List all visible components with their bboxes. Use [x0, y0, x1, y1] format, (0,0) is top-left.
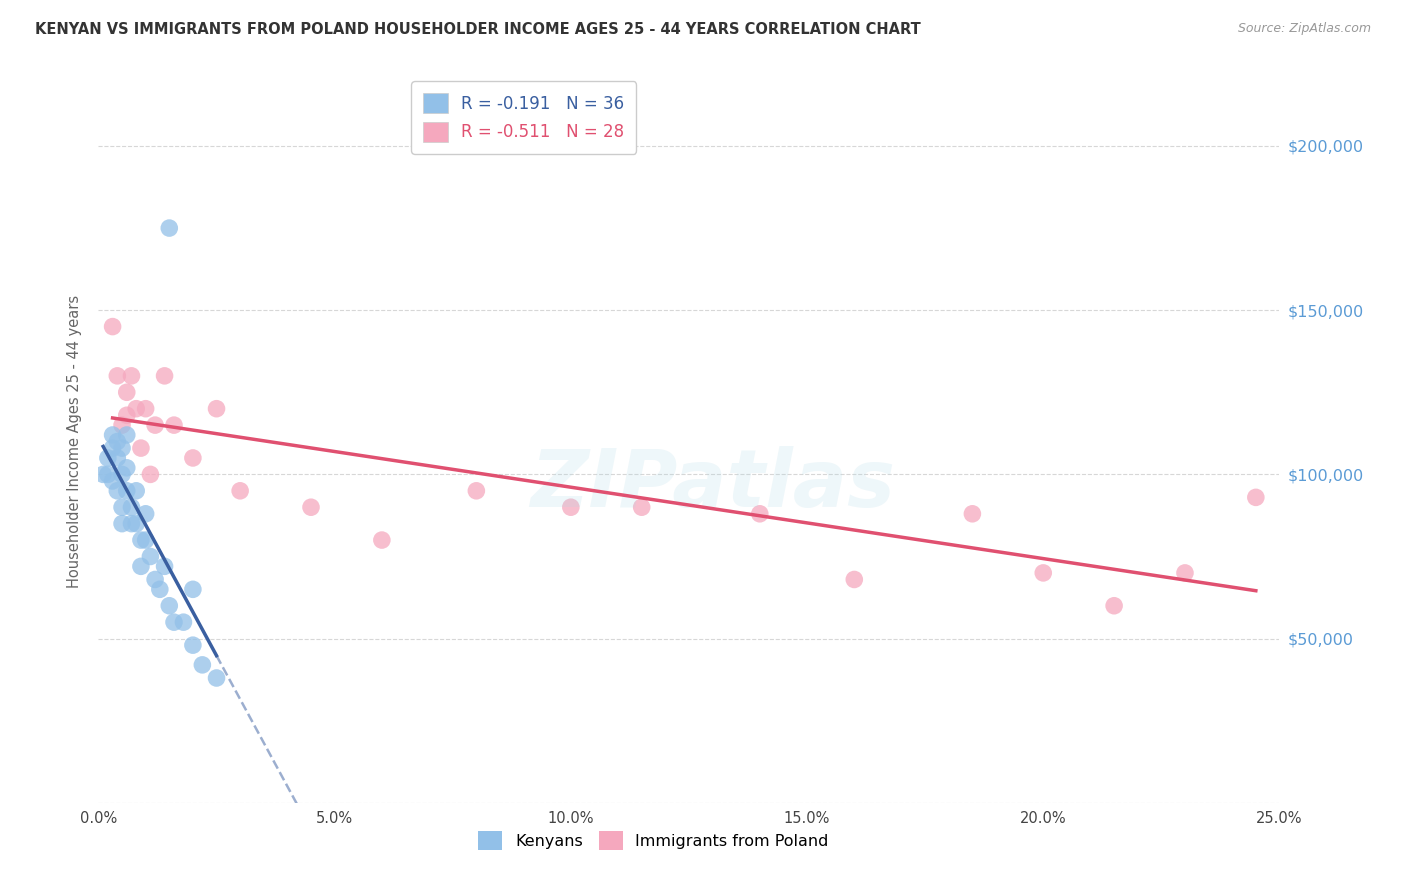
Text: ZIPatlas: ZIPatlas — [530, 446, 896, 524]
Point — [163, 418, 186, 433]
Point — [139, 549, 162, 564]
Point — [111, 441, 134, 455]
Point — [135, 533, 157, 547]
Point — [143, 418, 166, 433]
Point — [157, 599, 180, 613]
Point — [101, 428, 124, 442]
Point — [181, 638, 204, 652]
Point — [229, 483, 252, 498]
Point — [115, 385, 138, 400]
Text: Source: ZipAtlas.com: Source: ZipAtlas.com — [1237, 22, 1371, 36]
Point — [181, 450, 204, 465]
Point — [125, 401, 148, 416]
Point — [560, 500, 582, 515]
Point — [111, 516, 134, 531]
Point — [91, 467, 114, 482]
Point — [125, 483, 148, 498]
Point — [465, 483, 488, 498]
Point — [101, 474, 124, 488]
Point — [205, 671, 228, 685]
Point — [157, 221, 180, 235]
Point — [748, 507, 770, 521]
Point — [181, 582, 204, 597]
Point — [149, 582, 172, 597]
Point — [115, 483, 138, 498]
Point — [121, 516, 143, 531]
Point — [129, 533, 152, 547]
Point — [97, 467, 120, 482]
Point — [101, 441, 124, 455]
Point — [105, 483, 128, 498]
Point — [101, 319, 124, 334]
Text: KENYAN VS IMMIGRANTS FROM POLAND HOUSEHOLDER INCOME AGES 25 - 44 YEARS CORRELATI: KENYAN VS IMMIGRANTS FROM POLAND HOUSEHO… — [35, 22, 921, 37]
Point — [135, 401, 157, 416]
Point — [172, 615, 194, 630]
Point — [1032, 566, 1054, 580]
Point — [105, 450, 128, 465]
Point — [163, 615, 186, 630]
Point — [153, 368, 176, 383]
Point — [129, 441, 152, 455]
Point — [205, 401, 228, 416]
Point — [115, 409, 138, 423]
Point — [191, 657, 214, 672]
Point — [129, 559, 152, 574]
Point — [111, 467, 134, 482]
Point — [115, 460, 138, 475]
Point — [125, 516, 148, 531]
Point — [299, 500, 322, 515]
Point — [135, 507, 157, 521]
Point — [844, 573, 866, 587]
Point — [111, 418, 134, 433]
Point — [115, 428, 138, 442]
Point — [97, 450, 120, 465]
Point — [630, 500, 652, 515]
Point — [121, 368, 143, 383]
Point — [143, 573, 166, 587]
Point — [371, 533, 394, 547]
Point — [105, 368, 128, 383]
Point — [121, 500, 143, 515]
Point — [1174, 566, 1197, 580]
Point — [139, 467, 162, 482]
Point — [105, 434, 128, 449]
Y-axis label: Householder Income Ages 25 - 44 years: Householder Income Ages 25 - 44 years — [67, 295, 83, 588]
Point — [1244, 491, 1267, 505]
Point — [111, 500, 134, 515]
Point — [962, 507, 984, 521]
Point — [153, 559, 176, 574]
Legend: Kenyans, Immigrants from Poland: Kenyans, Immigrants from Poland — [472, 825, 835, 856]
Point — [1102, 599, 1125, 613]
